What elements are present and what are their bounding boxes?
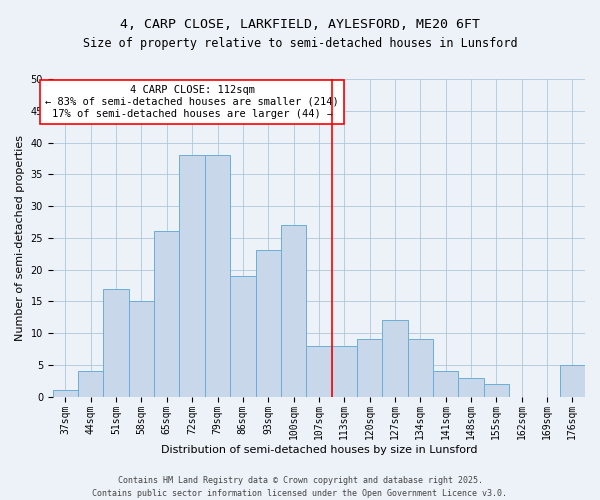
Bar <box>179 155 205 396</box>
Text: Contains HM Land Registry data © Crown copyright and database right 2025.
Contai: Contains HM Land Registry data © Crown c… <box>92 476 508 498</box>
Bar <box>256 250 281 396</box>
X-axis label: Distribution of semi-detached houses by size in Lunsford: Distribution of semi-detached houses by … <box>161 445 477 455</box>
Bar <box>407 340 433 396</box>
Bar <box>154 232 179 396</box>
Bar <box>53 390 78 396</box>
Bar <box>205 155 230 396</box>
Bar <box>103 288 129 397</box>
Bar <box>382 320 407 396</box>
Text: 4, CARP CLOSE, LARKFIELD, AYLESFORD, ME20 6FT: 4, CARP CLOSE, LARKFIELD, AYLESFORD, ME2… <box>120 18 480 30</box>
Bar <box>560 365 585 396</box>
Bar <box>281 225 306 396</box>
Bar <box>458 378 484 396</box>
Bar <box>129 302 154 396</box>
Bar <box>357 340 382 396</box>
Text: Size of property relative to semi-detached houses in Lunsford: Size of property relative to semi-detach… <box>83 38 517 51</box>
Bar <box>230 276 256 396</box>
Bar <box>332 346 357 397</box>
Bar <box>306 346 332 397</box>
Bar <box>484 384 509 396</box>
Y-axis label: Number of semi-detached properties: Number of semi-detached properties <box>15 135 25 341</box>
Bar <box>78 371 103 396</box>
Text: 4 CARP CLOSE: 112sqm
← 83% of semi-detached houses are smaller (214)
17% of semi: 4 CARP CLOSE: 112sqm ← 83% of semi-detac… <box>45 86 339 118</box>
Bar <box>433 371 458 396</box>
